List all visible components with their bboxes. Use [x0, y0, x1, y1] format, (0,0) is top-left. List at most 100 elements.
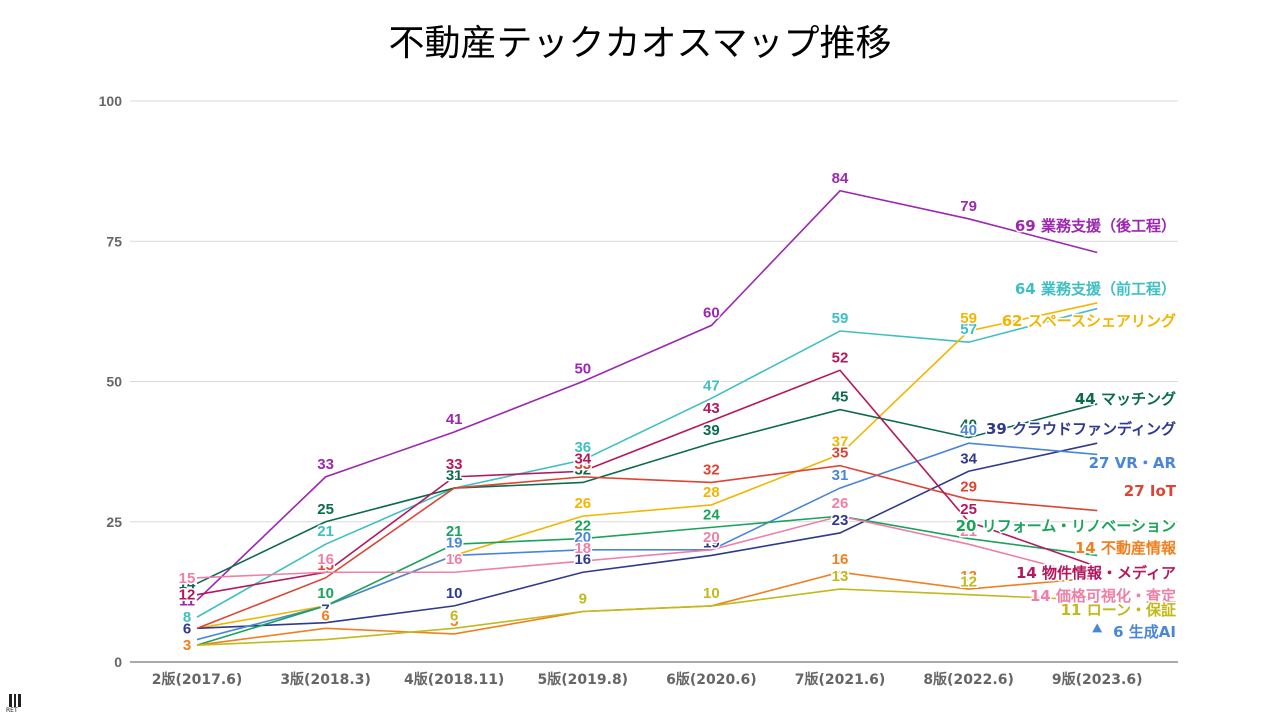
data-label: 59 — [832, 310, 849, 327]
data-label: 28 — [703, 484, 720, 501]
data-label: 50 — [574, 361, 591, 378]
grid-lines — [130, 100, 1178, 663]
data-label: 9 — [579, 591, 587, 608]
series-name: 価格可視化・査定 — [1055, 587, 1176, 605]
y-tick-label: 75 — [106, 233, 122, 249]
data-label: 12 — [179, 587, 196, 604]
data-label: 10 — [317, 585, 334, 602]
data-label: 19 — [446, 534, 463, 551]
data-label: 32 — [703, 461, 720, 478]
series-end-value: 14 — [1016, 564, 1037, 582]
series-end-label: 44 マッチング — [1075, 390, 1176, 408]
data-label: 40 — [960, 417, 977, 434]
series-name: ローン・保証 — [1087, 601, 1176, 619]
series-line — [196, 464, 1098, 630]
data-label: 34 — [574, 450, 591, 467]
series-end-label: 62 スペースシェアリング — [1002, 312, 1176, 330]
data-label: 31 — [832, 467, 849, 484]
y-tick-label: 50 — [106, 374, 122, 390]
data-label: 6 — [450, 607, 458, 624]
data-label: 11 — [179, 592, 195, 609]
data-label: 14 — [179, 575, 196, 592]
data-label: 10 — [446, 585, 463, 602]
series-end-value: 11 — [1061, 601, 1082, 619]
series-end-label: 14 不動産情報 — [1075, 539, 1177, 557]
data-label: 23 — [832, 512, 849, 529]
series-name: 物件情報・メディア — [1042, 564, 1176, 582]
series-end-label: 27 IoT — [1124, 482, 1177, 500]
data-label: 47 — [703, 377, 720, 394]
data-label: 10 — [317, 585, 334, 602]
data-label: 31 — [446, 467, 463, 484]
data-label: 29 — [960, 478, 977, 495]
data-label: 79 — [960, 198, 977, 215]
data-label: 57 — [960, 321, 977, 338]
data-label: 20 — [703, 529, 720, 546]
x-tick-label: 4版(2018.11) — [404, 671, 504, 688]
series-name: VR・AR — [1115, 454, 1177, 472]
data-label: 25 — [317, 501, 334, 518]
data-label: 32 — [574, 461, 591, 478]
chart-title: 不動産テックカオスマップ推移 — [388, 23, 892, 64]
data-label: 21 — [317, 523, 334, 540]
data-label: 16 — [317, 551, 334, 568]
series-end-value: 6 — [1113, 623, 1123, 641]
data-label: 33 — [317, 456, 334, 473]
series-end-value: 14 — [1075, 539, 1096, 557]
data-label: 26 — [832, 495, 849, 512]
data-label: 13 — [832, 568, 849, 585]
data-label: 37 — [832, 433, 849, 450]
series-end-value: 64 — [1015, 280, 1036, 298]
series-end-label: 64 業務支援（前工程） — [1015, 280, 1176, 298]
series-name: クラウドファンディング — [1012, 420, 1176, 438]
y-tick-label: 0 — [114, 654, 122, 670]
series-name: 不動産情報 — [1101, 539, 1177, 557]
x-tick-label: 9版(2023.6) — [1052, 671, 1143, 688]
series-line — [196, 307, 1098, 618]
series-name: スペースシェアリング — [1028, 312, 1176, 330]
series-name: リフォーム・リノベーション — [982, 517, 1176, 535]
data-label: 19 — [446, 534, 463, 551]
data-label: 26 — [832, 495, 849, 512]
data-label: 26 — [574, 495, 591, 512]
x-tick-label: 5版(2019.8) — [538, 671, 629, 688]
data-label: 33 — [446, 456, 463, 473]
series-line — [196, 515, 1098, 579]
data-label: 18 — [574, 540, 591, 557]
data-label: 3 — [183, 637, 191, 654]
x-tick-label: 7版(2021.6) — [795, 671, 886, 688]
data-label: 10 — [703, 585, 720, 602]
series-end-value: 62 — [1002, 312, 1023, 330]
data-label: 15 — [179, 570, 196, 587]
data-label: 22 — [960, 518, 977, 535]
data-labels: 1133415060847982136475957101926283759142… — [177, 168, 979, 655]
data-label: 43 — [703, 400, 720, 417]
data-label: 22 — [574, 518, 591, 535]
x-tick-label: 2版(2017.6) — [152, 671, 243, 688]
series-name: 業務支援（前工程） — [1040, 280, 1176, 298]
data-label: 9 — [579, 591, 587, 608]
series-end-value: 39 — [986, 420, 1007, 438]
logo-text: RET — [6, 707, 18, 714]
data-label: 13 — [960, 568, 977, 585]
data-label: 34 — [960, 450, 977, 467]
series-name: マッチング — [1101, 390, 1176, 408]
y-tick-label: 25 — [106, 514, 122, 530]
series-line — [196, 189, 1098, 601]
series-end-label: 69 業務支援（後工程） — [1015, 217, 1176, 235]
series-end-label: 39 クラウドファンディング — [986, 420, 1176, 438]
data-label: 36 — [574, 439, 591, 456]
data-label: 21 — [446, 523, 463, 540]
data-label: 5 — [450, 613, 458, 630]
series-name: 業務支援（後工程） — [1040, 217, 1176, 235]
data-label: 6 — [321, 607, 329, 624]
series-end-value: 14 — [1030, 587, 1051, 605]
y-tick-label: 100 — [99, 93, 123, 109]
data-label: 45 — [832, 389, 849, 406]
data-label: 10 — [703, 585, 720, 602]
series-line — [196, 515, 1098, 646]
data-label: 8 — [183, 609, 191, 626]
series-name: IoT — [1150, 482, 1177, 500]
series-end-label: 20 リフォーム・リノベーション — [956, 517, 1176, 535]
